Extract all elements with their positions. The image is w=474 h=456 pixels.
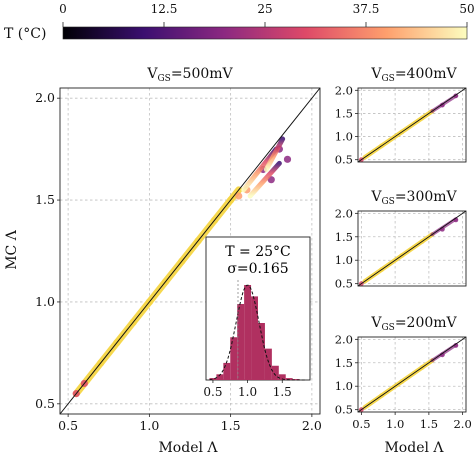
panel-300mv-ticks: 0.5 1.0 1.5 2.0 xyxy=(335,206,358,291)
inset-histogram: T = 25°C σ=0.165 0.5 1.0 1.5 xyxy=(203,236,311,399)
inset-temperature-label: T = 25°C xyxy=(225,244,291,260)
inset-sigma-label: σ=0.165 xyxy=(227,261,288,277)
main-ytick-label-2: 1.5 xyxy=(35,192,55,207)
colorbar-label: T (°C) xyxy=(4,26,46,42)
main-xtick-label-1: 1.0 xyxy=(139,418,159,433)
panel-200mv-ytick-label-1: 1.0 xyxy=(335,379,353,393)
main-point-16 xyxy=(283,155,292,163)
inset-bar-7 xyxy=(258,323,265,380)
panel-400mv: VGS=400mV 0.5 1.0 1.5 2.0 xyxy=(335,66,467,167)
inset-xtick-label-2: 1.5 xyxy=(273,385,292,399)
inset-bar-10 xyxy=(278,374,286,380)
panel-200mv-ytick-label-3: 2.0 xyxy=(335,332,353,346)
main-identity-line xyxy=(59,87,321,415)
inset-bar-4 xyxy=(237,304,245,380)
panel-200mv-ytick-label-2: 1.5 xyxy=(335,356,353,370)
panel-400mv-grid xyxy=(358,88,466,162)
panel-400mv-ytick-label-3: 2.0 xyxy=(335,83,353,97)
main-panel-title: VGS=500mV xyxy=(146,66,233,84)
inset-bar-12 xyxy=(292,379,300,380)
panel-300mv: VGS=300mV 0.5 1.0 1.5 2.0 xyxy=(335,189,467,291)
panel-200mv-xtick-label-2: 1.5 xyxy=(420,417,438,431)
main-ytick-label-0: 0.5 xyxy=(35,396,55,411)
panel-300mv-identity-line xyxy=(357,210,467,287)
colorbar-tick-label-4: 50 xyxy=(459,2,474,16)
main-point-11 xyxy=(235,192,243,200)
panel-200mv: VGS=200mV Model Λ 0.5 1.0 1.5 2.0 0.5 1.0 1.5 2… xyxy=(335,315,472,456)
main-tail-streak-2 xyxy=(263,136,286,172)
colorbar-tick-label-2: 25 xyxy=(257,2,272,16)
panel-400mv-title: VGS=400mV xyxy=(370,66,457,84)
panel-400mv-identity-line xyxy=(357,87,467,163)
inset-bar-1 xyxy=(216,374,224,380)
colorbar-tick-label-0: 0 xyxy=(59,2,67,16)
panel-300mv-ytick-label-0: 0.5 xyxy=(335,277,353,291)
main-xtick-label-3: 2.0 xyxy=(302,418,322,433)
panel-200mv-xtick-label-1: 1.0 xyxy=(386,417,404,431)
panel-300mv-scatter-points xyxy=(358,217,459,287)
main-xtick-label-0: 0.5 xyxy=(58,418,78,433)
panel-400mv-ytick-label-1: 1.0 xyxy=(335,130,353,144)
panel-200mv-frame xyxy=(357,336,467,413)
panel-300mv-title: VGS=300mV xyxy=(370,189,457,207)
panel-300mv-grid xyxy=(358,211,466,286)
panel-200mv-xtick-label-0: 0.5 xyxy=(352,417,370,431)
main-y-axis-label: MC Λ xyxy=(4,229,20,269)
main-ytick-label-3: 2.0 xyxy=(35,90,55,105)
panel-300mv-ytick-label-1: 1.0 xyxy=(335,253,353,267)
inset-bar-2 xyxy=(223,362,231,380)
main-panel-frame xyxy=(59,87,321,415)
inset-xtick-label-1: 1.0 xyxy=(238,385,257,399)
panel-200mv-grid xyxy=(358,337,466,412)
colorbar-ticks: 0 12.5 25 37.5 50 xyxy=(59,2,474,27)
inset-bar-5 xyxy=(244,285,252,380)
main-panel: VGS=500mV MC Λ Model Λ 0.5 1.0 1.5 2.0 0.5 1.… xyxy=(4,66,322,456)
panel-200mv-xtick-label-3: 2.0 xyxy=(453,417,471,431)
panel-200mv-ticks: 0.5 1.0 1.5 2.0 0.5 1.0 1.5 2.0 xyxy=(335,332,472,431)
panel-400mv-ytick-label-0: 0.5 xyxy=(335,153,353,167)
panel-200mv-title: VGS=200mV xyxy=(370,315,457,333)
panel-200mv-ytick-label-0: 0.5 xyxy=(335,403,353,417)
panel-300mv-ytick-label-3: 2.0 xyxy=(335,206,353,220)
panel-300mv-ytick-label-2: 1.5 xyxy=(335,230,353,244)
inset-bar-0 xyxy=(209,378,217,380)
main-tail-streak-0 xyxy=(241,146,279,193)
inset-fit-curve xyxy=(209,284,306,381)
main-tail-streak-1 xyxy=(247,160,282,199)
panel-200mv-x-axis-label: Model Λ xyxy=(384,440,444,456)
panel-400mv-ytick-label-2: 1.5 xyxy=(335,106,353,120)
panel-400mv-frame xyxy=(357,87,467,163)
inset-bar-11 xyxy=(285,378,293,380)
panel-400mv-ticks: 0.5 1.0 1.5 2.0 xyxy=(335,83,358,167)
colorbar: T (°C) 0 12.5 25 37.5 50 xyxy=(4,2,474,42)
colorbar-tick-label-1: 12.5 xyxy=(151,2,178,16)
panel-300mv-frame xyxy=(357,210,467,287)
inset-bar-9 xyxy=(271,365,279,380)
colorbar-tick-label-3: 37.5 xyxy=(353,2,380,16)
inset-bar-6 xyxy=(251,296,258,380)
main-x-axis-label: Model Λ xyxy=(158,440,218,456)
inset-ticks: 0.5 1.0 1.5 xyxy=(203,380,292,399)
inset-bar-8 xyxy=(264,348,272,380)
main-xtick-label-2: 1.5 xyxy=(221,418,241,433)
inset-xtick-label-0: 0.5 xyxy=(203,385,222,399)
main-ytick-label-1: 1.0 xyxy=(35,294,55,309)
inset-bar-3 xyxy=(230,337,238,380)
panel-200mv-identity-line xyxy=(357,336,467,413)
colorbar-gradient xyxy=(62,26,468,40)
panel-200mv-scatter-points xyxy=(358,343,459,413)
inset-bars xyxy=(209,285,300,380)
main-ticks: 0.5 1.0 1.5 2.0 0.5 1.0 1.5 2.0 xyxy=(35,90,322,433)
